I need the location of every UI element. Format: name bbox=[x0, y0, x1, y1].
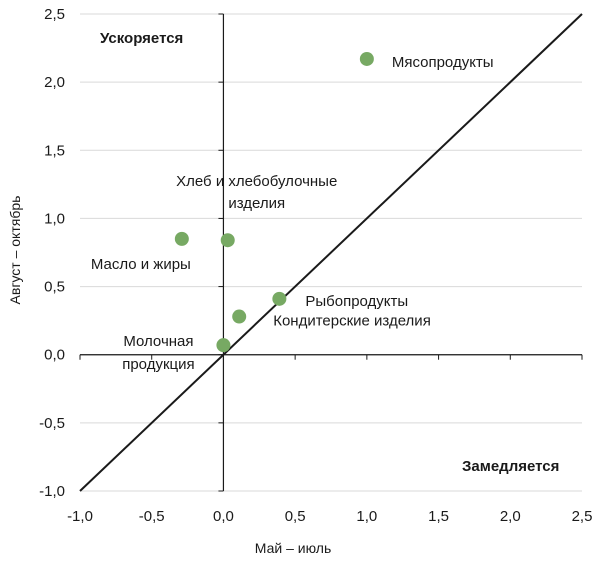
data-point bbox=[174, 231, 189, 246]
point-label: Мясопродукты bbox=[392, 54, 494, 71]
y-tick-label: 2,0 bbox=[44, 74, 65, 91]
x-tick-label: 0,5 bbox=[285, 508, 306, 525]
region-label-accelerating: Ускоряется bbox=[100, 30, 183, 47]
point-label: Рыбопродукты bbox=[305, 293, 408, 310]
data-points bbox=[174, 51, 374, 353]
y-tick-label: 0,5 bbox=[44, 279, 65, 296]
x-tick-label: 1,5 bbox=[428, 508, 449, 525]
data-point bbox=[216, 338, 231, 353]
x-tick-label: 2,0 bbox=[500, 508, 521, 525]
point-label: продукция bbox=[122, 356, 194, 373]
y-axis-title: Август – октябрь bbox=[7, 196, 23, 305]
point-labels: Мясопродукты Хлеб и хлебобулочные изделия М… bbox=[91, 54, 494, 373]
y-tick-label: 1,5 bbox=[44, 142, 65, 159]
y-tick-label: 1,0 bbox=[44, 210, 65, 227]
x-tick-label: -1,0 bbox=[67, 508, 93, 525]
y-tick-label: 0,0 bbox=[44, 347, 65, 364]
y-tick-label: -1,0 bbox=[39, 483, 65, 500]
point-label: Молочная bbox=[123, 333, 193, 350]
x-tick-label: 0,0 bbox=[213, 508, 234, 525]
x-tick-label: 2,5 bbox=[572, 508, 593, 525]
x-tick-label: -0,5 bbox=[139, 508, 165, 525]
y-tick-label: 2,5 bbox=[44, 6, 65, 23]
data-point bbox=[272, 291, 287, 306]
y-tick-labels: -1,0 -0,5 0,0 0,5 1,0 1,5 2,0 2,5 bbox=[39, 6, 65, 500]
point-label: изделия bbox=[228, 195, 285, 212]
reference-line-group bbox=[79, 13, 583, 492]
x-tick-label: 1,0 bbox=[356, 508, 377, 525]
y-tick-label: -0,5 bbox=[39, 415, 65, 432]
point-label: Хлеб и хлебобулочные bbox=[176, 173, 337, 190]
x-axis-title: Май – июль bbox=[255, 540, 331, 556]
region-label-decelerating: Замедляется bbox=[462, 458, 559, 475]
data-point bbox=[232, 309, 247, 324]
point-label: Масло и жиры bbox=[91, 256, 191, 273]
data-point bbox=[220, 233, 235, 248]
axes bbox=[79, 13, 583, 492]
x-tick-labels: -1,0 -0,5 0,0 0,5 1,0 1,5 2,0 2,5 bbox=[67, 508, 592, 525]
data-point bbox=[359, 51, 374, 66]
point-label: Кондитерские изделия bbox=[273, 313, 431, 330]
diagonal-reference-line bbox=[79, 13, 583, 492]
